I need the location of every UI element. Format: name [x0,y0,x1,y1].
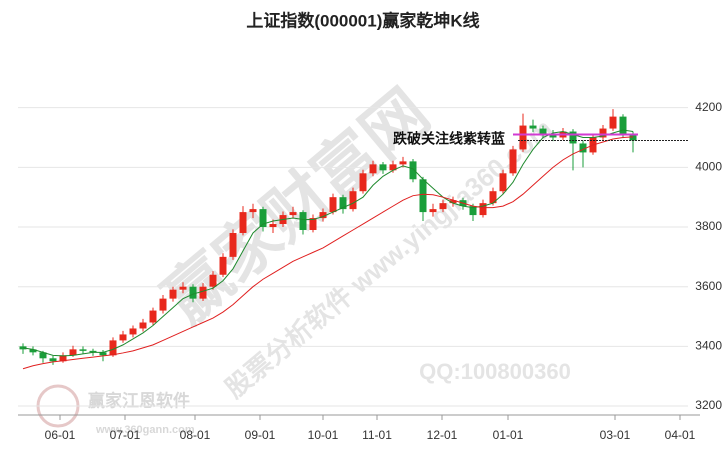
candle-body [109,340,117,356]
candle-body [99,352,107,356]
candle-body [29,349,37,353]
candle-body [299,212,307,230]
candle-body [399,161,407,165]
candle-body [339,197,347,210]
candle-body [359,173,367,192]
y-tick-label: 4000 [695,160,722,174]
x-tick-label: 04-01 [665,428,696,442]
x-tick-label: 06-01 [45,428,76,442]
candle-body [239,212,247,233]
candle-body [79,349,87,351]
candle-body [139,322,147,329]
candle-body [49,358,57,362]
candle-body [509,149,517,174]
candle-body [629,134,637,141]
candle-body [289,212,297,216]
candle-body [329,197,337,213]
candle-body [499,173,507,192]
candle-body [89,350,97,353]
candle-body [479,203,487,216]
x-tick-label: 12-01 [427,428,458,442]
candle-body [269,224,277,228]
candle-body [229,232,237,257]
candle-body [619,116,627,135]
ma-line [22,136,634,370]
candle-body [59,355,67,362]
candle-body [569,131,577,144]
candle-body [209,274,217,287]
ma-line [22,129,634,357]
candle-body [149,310,157,323]
candle-body [349,191,357,210]
candle-body [389,164,397,171]
candle-body [539,128,547,135]
x-tick-label: 10-01 [308,428,339,442]
candle-body [379,164,387,171]
candle-body [369,164,377,174]
candle-body [189,286,197,299]
candle-body [69,349,77,356]
candle-body [249,209,257,213]
x-tick-label: 08-01 [180,428,211,442]
candle-body [39,352,47,359]
candle-body [199,286,207,299]
candle-body [449,200,457,204]
watermark: 赢家江恩软件 [88,390,190,410]
candle-body [519,125,527,150]
x-tick-label: 09-01 [245,428,276,442]
chart-title: 上证指数(000001)赢家乾坤K线 [246,10,479,30]
candle-body [419,179,427,213]
candle-body [439,203,447,210]
watermark: www.360gann.com [95,424,195,436]
candle-body [489,191,497,204]
y-tick-label: 3600 [695,279,722,293]
candle-body [129,328,137,335]
candle-body [609,116,617,129]
candle-body [119,334,127,341]
y-tick-label: 3800 [695,219,722,233]
candle-body [599,128,607,138]
candle-body [309,218,317,230]
candle-body [159,298,167,311]
candle-body [549,134,557,138]
candle-body [179,286,187,290]
y-tick-label: 4200 [695,100,722,114]
y-tick-label: 3400 [695,339,722,353]
candle-body [529,125,537,129]
candle-body [409,161,417,180]
candle-body [429,209,437,213]
candle-body [259,209,267,228]
candle-body [169,289,177,299]
y-tick-label: 3200 [695,398,722,412]
x-tick-label: 07-01 [110,428,141,442]
candle-body [219,256,227,275]
x-tick-label: 03-01 [600,428,631,442]
x-tick-label: 11-01 [362,428,392,442]
watermark: QQ:100800360 [419,359,571,384]
x-tick-label: 01-01 [493,428,524,442]
candle-body [469,206,477,216]
candle-body [319,212,327,219]
annotation: 跌破关注线紫转蓝 [393,131,505,147]
candle-body [579,143,587,153]
